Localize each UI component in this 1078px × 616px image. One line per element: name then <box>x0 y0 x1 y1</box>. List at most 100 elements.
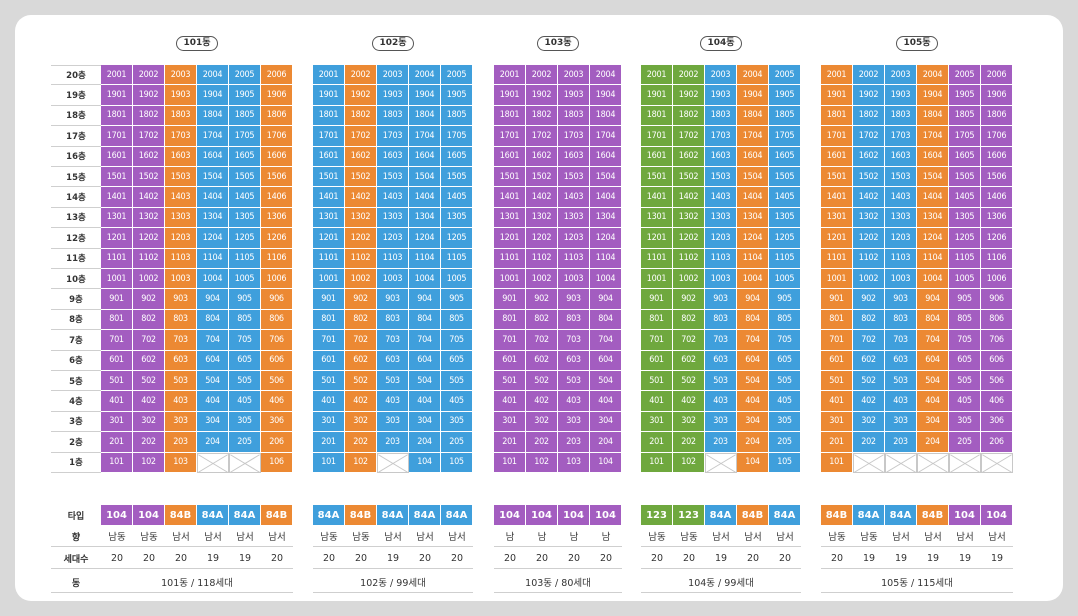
unit-cell: 1103 <box>165 248 197 269</box>
unit-cell: 201 <box>101 432 133 453</box>
unit-cell: 1901 <box>821 85 853 106</box>
unit-cell: 1804 <box>737 105 769 127</box>
unit-cell: 904 <box>590 289 622 310</box>
unit-cell: 2002 <box>853 65 885 86</box>
unit-cell: 806 <box>261 309 293 331</box>
unit-cell: 1201 <box>821 228 853 249</box>
households-cell: 20 <box>110 552 124 564</box>
unit-cell: 503 <box>165 371 197 392</box>
unit-cell: 1504 <box>590 167 622 188</box>
unit-cell: 802 <box>526 309 558 331</box>
unit-cell: 406 <box>261 391 293 412</box>
floor-label: 6층 <box>51 351 101 371</box>
unit-cell: 902 <box>133 289 165 310</box>
unit-cell: 603 <box>705 350 737 371</box>
floor-label: 14층 <box>51 187 101 208</box>
unit-cell: 901 <box>821 289 853 310</box>
unit-cell: 402 <box>673 391 705 412</box>
unit-cell: 201 <box>494 432 526 453</box>
unit-layout-card: 20층 19층 18층 17층 16층 15층 14층 13층 12층 11층 10층 9층 8층 7층 6… <box>15 15 1063 601</box>
unit-cell: 405 <box>229 391 261 412</box>
unit-cell: 704 <box>590 330 622 351</box>
unit-cell: 1902 <box>853 85 885 106</box>
unit-cell: 1001 <box>494 269 526 290</box>
building-header: 103동 <box>494 35 622 51</box>
unit-cell: 1606 <box>981 146 1013 167</box>
unit-cell: 306 <box>981 411 1013 433</box>
unit-cell: 1303 <box>165 207 197 229</box>
unit-cell: 1902 <box>133 85 165 106</box>
unit-cell: 1903 <box>165 85 197 106</box>
unit-cell: 1506 <box>981 167 1013 188</box>
households-cell: 19 <box>862 552 876 564</box>
row-divider <box>821 568 1013 569</box>
unit-cell: 1601 <box>313 146 345 167</box>
unit-cell: 1403 <box>377 187 409 208</box>
unit-cell: 2004 <box>197 65 229 86</box>
row-divider <box>101 568 293 569</box>
unit-cell: 1605 <box>229 146 261 167</box>
unit-cell: 1305 <box>949 207 981 229</box>
unit-cell: 1201 <box>641 228 673 249</box>
unit-cell: 1505 <box>769 167 801 188</box>
type-cell: 104 <box>558 505 590 525</box>
unit-cell: 1801 <box>494 105 526 127</box>
type-cell: 84A <box>769 505 801 525</box>
unit-cell: 1402 <box>345 187 377 208</box>
unit-cell: 1505 <box>441 167 473 188</box>
building-header: 105동 <box>821 35 1013 51</box>
unit-cell: 802 <box>345 309 377 331</box>
unit-cell: 702 <box>133 330 165 351</box>
label-divider <box>51 592 101 593</box>
unit-cell: 204 <box>737 432 769 453</box>
unit-cell: 1806 <box>981 105 1013 127</box>
direction-cell: 남 <box>601 532 611 543</box>
unit-cell: 903 <box>377 289 409 310</box>
unit-cell: 805 <box>769 309 801 331</box>
unit-cell: 1901 <box>494 85 526 106</box>
unit-cell: 605 <box>441 350 473 371</box>
unit-cell: 1703 <box>705 126 737 147</box>
unit-cell: 402 <box>345 391 377 412</box>
unit-cell: 504 <box>197 371 229 392</box>
unit-cell: 1803 <box>705 105 737 127</box>
direction-cell: 남서 <box>956 532 974 543</box>
unit-cell: 901 <box>641 289 673 310</box>
building-summary: 105동 / 115세대 <box>881 578 953 589</box>
unit-cell: 805 <box>949 309 981 331</box>
unit-cell: 1104 <box>409 248 441 269</box>
unit-cell: 1402 <box>133 187 165 208</box>
unit-cell: 606 <box>261 350 293 371</box>
building-row-label: 동 <box>71 578 81 589</box>
type-cell: 84B <box>165 505 197 525</box>
empty-unit <box>885 452 917 473</box>
floor-label: 4층 <box>51 391 101 412</box>
unit-cell: 1301 <box>821 207 853 229</box>
unit-cell: 1705 <box>441 126 473 147</box>
unit-cell: 1903 <box>558 85 590 106</box>
unit-cell: 902 <box>526 289 558 310</box>
unit-cell: 1402 <box>673 187 705 208</box>
building-summary: 103동 / 80세대 <box>525 578 591 589</box>
unit-cell: 906 <box>261 289 293 310</box>
unit-cell: 1006 <box>261 269 293 290</box>
row-divider <box>101 592 293 593</box>
type-cell: 84A <box>229 505 261 525</box>
households-cell: 20 <box>270 552 284 564</box>
unit-cell: 604 <box>409 350 441 371</box>
households-cell: 20 <box>535 552 549 564</box>
floor-label: 5층 <box>51 371 101 392</box>
unit-cell: 1804 <box>917 105 949 127</box>
unit-cell: 1203 <box>705 228 737 249</box>
unit-cell: 1105 <box>229 248 261 269</box>
unit-cell: 2005 <box>769 65 801 86</box>
unit-cell: 1005 <box>949 269 981 290</box>
unit-cell: 1701 <box>313 126 345 147</box>
unit-cell: 105 <box>441 452 473 473</box>
unit-cell: 706 <box>261 330 293 351</box>
households-cell: 20 <box>142 552 156 564</box>
unit-cell: 1201 <box>313 228 345 249</box>
unit-cell: 1102 <box>853 248 885 269</box>
unit-cell: 1704 <box>197 126 229 147</box>
unit-cell: 1105 <box>441 248 473 269</box>
